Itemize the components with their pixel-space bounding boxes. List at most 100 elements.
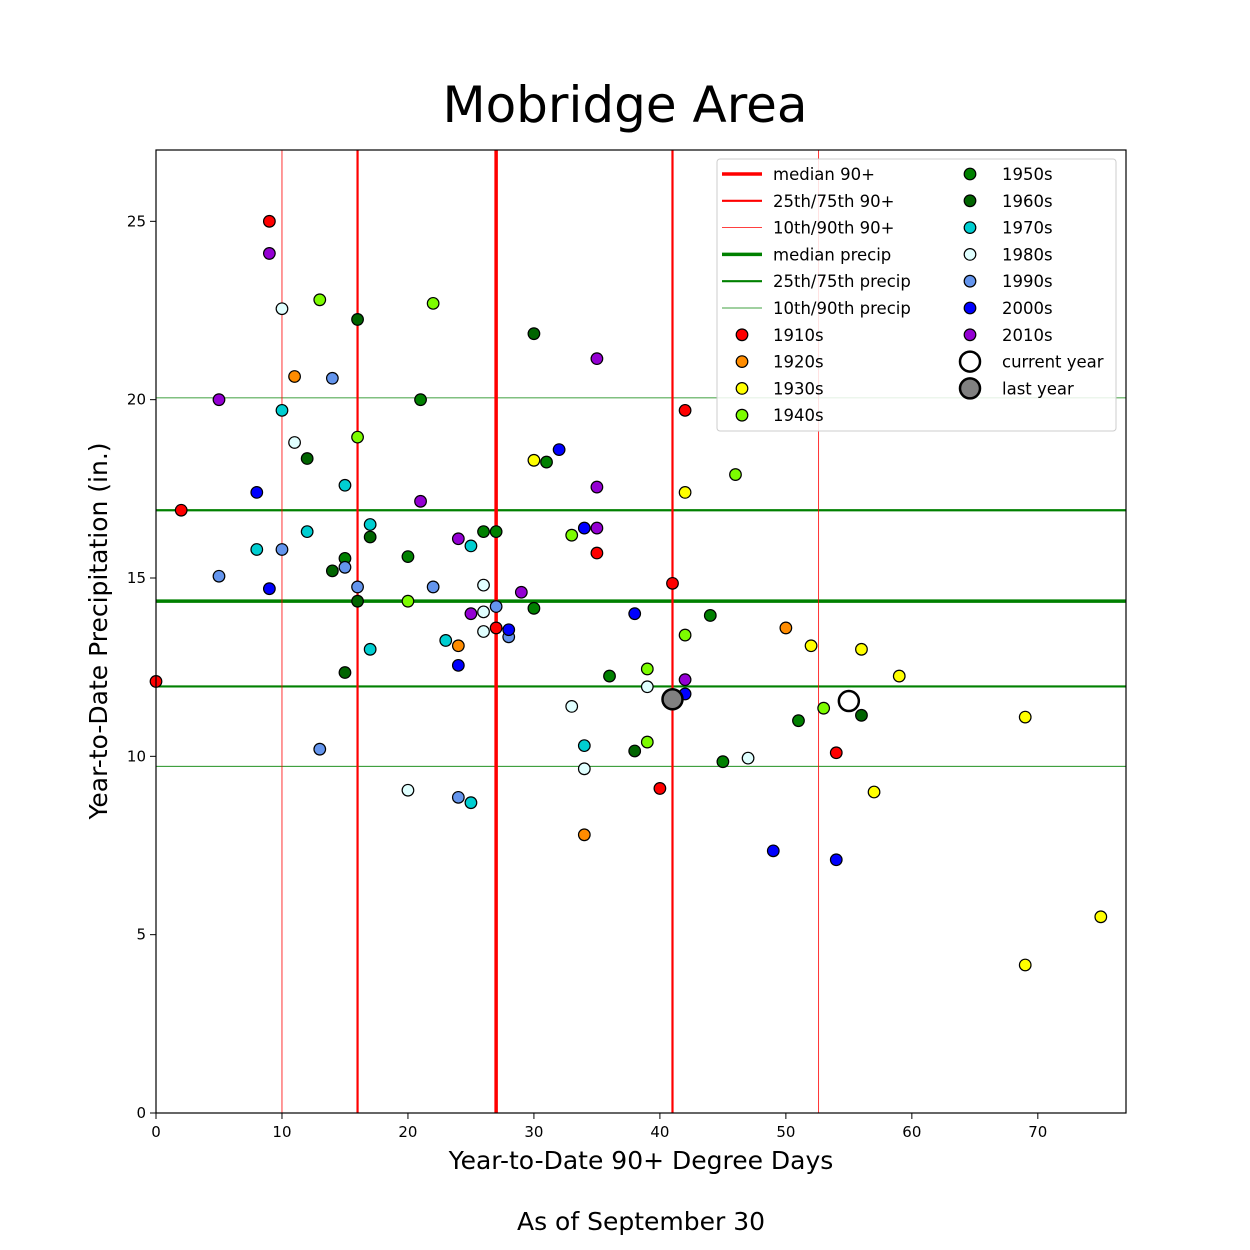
data-point-1950s-0: [414, 393, 427, 407]
legend-label-1950s: 1950s: [1002, 165, 1053, 184]
data-point-1990s-6: [489, 600, 503, 613]
legend-swatch-2010s: [963, 328, 977, 342]
legend-label-25th-75th-precip: 25th/75th precip: [773, 272, 911, 291]
legend-label-1980s: 1980s: [1002, 245, 1053, 264]
data-point-1980s-9: [401, 783, 415, 797]
legend-label-1940s: 1940s: [773, 406, 824, 425]
data-point-1980s-5: [640, 680, 654, 694]
data-point-1950s-3: [489, 525, 503, 539]
data-point-1970s-4: [250, 543, 264, 556]
data-point-1970s-7: [363, 642, 377, 656]
data-point-1950s-8: [703, 609, 717, 622]
data-point-1930s-1: [678, 486, 692, 499]
data-point-2010s-6: [451, 532, 465, 546]
data-point-2010s-0: [262, 247, 276, 260]
legend-label-1930s: 1930s: [773, 379, 824, 398]
data-point-1960s-8: [855, 708, 868, 722]
x-tick-label-30: 30: [524, 1123, 543, 1141]
data-point-1940s-2: [351, 430, 364, 444]
data-point-2000s-8: [766, 844, 780, 858]
highlight-points: [661, 688, 861, 713]
data-point-2000s-1: [262, 582, 276, 596]
data-point-1980s-0: [275, 302, 289, 316]
data-point-1970s-6: [439, 634, 453, 647]
legend-swatch-1950s: [963, 167, 977, 181]
data-point-1960s-5: [351, 594, 364, 608]
data-point-2010s-9: [678, 673, 692, 687]
data-point-1970s-3: [300, 525, 314, 539]
reference-lines: [156, 150, 1126, 1113]
data-point-1990s-3: [338, 560, 352, 574]
legend-swatch-1960s: [963, 194, 977, 208]
data-point-1960s-0: [351, 313, 364, 326]
data-point-1990s-0: [325, 371, 339, 385]
data-point-1910s-0: [262, 214, 276, 228]
legend-swatch-2000s: [963, 301, 977, 315]
data-point-1910s-4: [666, 576, 679, 590]
data-point-1940s-7: [640, 662, 654, 676]
data-point-1950s-6: [527, 601, 541, 615]
data-point-1920s-0: [288, 370, 301, 383]
data-point-1980s-7: [577, 762, 591, 776]
legend-label-median-90-: median 90+: [773, 165, 875, 184]
y-axis-ticks: 0 5 10 15 20 25: [127, 212, 156, 1122]
chart-caption: As of September 30: [517, 1207, 765, 1236]
legend-label-10th-90th-precip: 10th/90th precip: [773, 299, 911, 318]
data-point-1940s-4: [565, 528, 579, 542]
data-point-1950s-1: [540, 455, 553, 469]
data-point-2010s-7: [514, 585, 528, 599]
x-axis-ticks: 0 10 20 30 40 50 60 70: [151, 1113, 1047, 1141]
data-point-2010s-4: [590, 480, 604, 494]
data-point-1970s-8: [577, 739, 591, 753]
data-point-1980s-2: [477, 578, 490, 592]
y-tick-label-0: 0: [136, 1104, 146, 1122]
y-tick-label-15: 15: [127, 569, 146, 587]
data-point-1960s-6: [338, 666, 352, 679]
legend-label-1920s: 1920s: [773, 353, 824, 372]
y-tick-label-10: 10: [127, 747, 146, 765]
data-point-1940s-9: [640, 735, 654, 749]
data-point-1910s-2: [174, 503, 188, 517]
data-point-1910s-5: [489, 621, 503, 635]
legend-swatch-current-year: [958, 350, 982, 373]
x-tick-label-0: 0: [151, 1123, 161, 1141]
x-tick-label-50: 50: [776, 1123, 795, 1141]
data-point-2000s-2: [552, 443, 566, 457]
highlight-point-current-year: [837, 689, 861, 713]
data-point-1920s-3: [577, 828, 591, 842]
legend-swatch-1920s: [735, 355, 749, 369]
y-axis-label: Year-to-Date Precipitation (in.): [84, 442, 113, 820]
legend-label-median-precip: median precip: [773, 245, 891, 264]
x-tick-label-70: 70: [1028, 1123, 1047, 1141]
data-point-1970s-2: [363, 518, 377, 531]
data-point-1930s-5: [1018, 710, 1032, 724]
data-point-1990s-1: [275, 543, 289, 556]
legend-label-10th-90th-90-: 10th/90th 90+: [773, 219, 894, 238]
y-tick-label-5: 5: [136, 926, 146, 944]
legend-label-1960s: 1960s: [1002, 192, 1053, 211]
data-point-1970s-0: [275, 403, 289, 417]
x-tick-label-60: 60: [902, 1123, 921, 1141]
data-point-1940s-5: [729, 468, 742, 481]
legend-label-2010s: 2010s: [1002, 326, 1053, 345]
legend-label-1910s: 1910s: [773, 326, 824, 345]
plot-frame: [155, 149, 1127, 1114]
data-point-1920s-2: [779, 621, 793, 635]
data-point-1990s-5: [426, 580, 440, 594]
data-point-1950s-2: [477, 525, 490, 539]
data-point-1940s-1: [426, 296, 440, 310]
legend-swatch-last-year: [958, 377, 982, 400]
legend-label-1990s: 1990s: [1002, 272, 1053, 291]
data-point-1990s-4: [351, 580, 364, 594]
legend-swatch-1940s: [735, 408, 749, 422]
data-point-1930s-4: [892, 669, 906, 683]
data-point-1920s-1: [451, 639, 465, 653]
data-point-2000s-3: [577, 521, 591, 535]
data-point-2000s-9: [829, 853, 843, 867]
data-point-1960s-4: [325, 564, 339, 578]
data-point-1960s-3: [363, 530, 377, 544]
data-point-1960s-7: [628, 744, 642, 758]
data-point-1960s-1: [527, 327, 541, 341]
data-point-2010s-1: [212, 393, 226, 407]
